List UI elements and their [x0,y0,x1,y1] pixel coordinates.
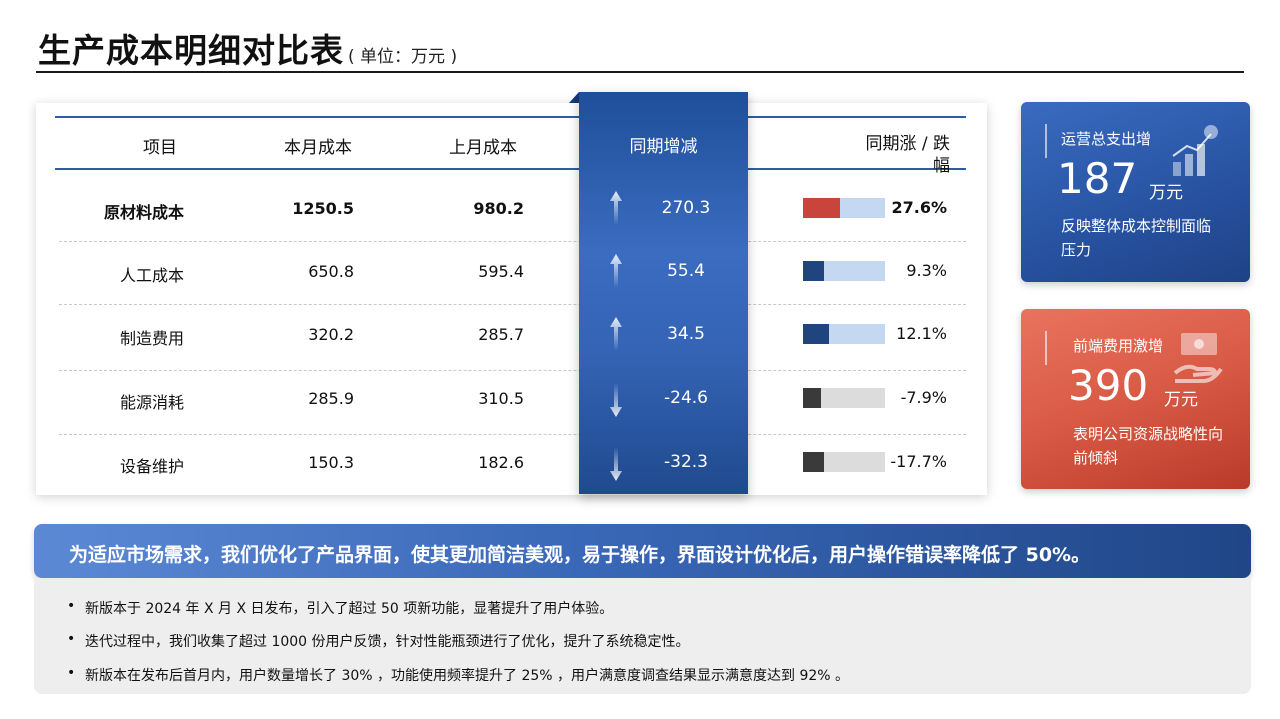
cell-change: 55.4 [667,261,705,281]
cost-table-card: 项目 本月成本 上月成本 同期涨 / 跌 幅 原材料成本 1250.5 980.2 人… [36,103,987,495]
rate-bar-track [803,452,885,472]
cell-rate: -7.9% [900,388,947,407]
arrow-down-icon [610,383,622,417]
rate-bar-track [803,198,885,218]
arrow-up-icon [610,317,622,351]
growth-chart-icon [1172,125,1218,176]
card-value: 187 [1057,154,1138,203]
row-separator [59,434,966,435]
header-previous: 上月成本 [449,138,517,158]
card-description: 表明公司资源战略性向前倾斜 [1073,425,1224,467]
cell-previous: 285.7 [478,325,524,344]
rate-bar-track [803,261,885,281]
rate-bar-fill [803,261,825,281]
bullet-text: 新版本于 2024 年 X 月 X 日发布，引入了超过 50 项新功能，显著提升… [85,601,614,617]
card-label: 前端费用激增 [1073,337,1164,355]
card-accent-bar [1045,124,1047,158]
cell-item: 原材料成本 [104,203,185,222]
bullet-text: 迭代过程中，我们收集了超过 1000 份用户反馈，针对性能瓶颈进行了优化，提升了… [85,634,690,650]
card-label: 运营总支出增 [1061,130,1152,148]
card-accent-bar [1045,331,1047,365]
rate-bar-fill [803,198,840,218]
arrow-down-icon [610,447,622,481]
cell-rate: 12.1% [896,324,947,343]
cell-previous: 182.6 [478,453,524,472]
expense-increase-card: 运营总支出增 187 万元 反映整体成本控制面临压力 [1021,102,1250,282]
cell-change: -32.3 [664,452,708,472]
cell-change: 270.3 [661,198,711,218]
cell-current: 285.9 [308,389,354,408]
page-title: 生产成本明细对比表 [38,31,344,70]
bullet-dot: • [67,631,76,647]
list-item: • 迭代过程中，我们收集了超过 1000 份用户反馈，针对性能瓶颈进行了优化，提升… [67,631,690,651]
bullet-dot: • [67,665,76,681]
change-column-highlight: 同期增减 270.3 55.4 34.5 -24.6 -32.3 [579,92,748,494]
header-rate: 同期涨 / 跌 幅 [865,134,950,176]
card-value: 390 [1068,361,1149,410]
frontend-cost-card: 前端费用激增 390 万元 表明公司资源战略性向前倾斜 [1021,309,1250,489]
card-unit: 万元 [1149,183,1183,203]
rate-bar-fill [803,388,822,408]
cell-change: 34.5 [667,324,705,344]
bullet-text: 新版本在发布后首月内，用户数量增长了 30% ，功能使用频率提升了 25% ，用… [85,668,850,684]
header-top-rule [55,116,966,118]
highlight-notch [569,92,579,103]
card-unit: 万元 [1164,390,1198,410]
bullet-dot: • [67,598,76,614]
cell-current: 1250.5 [292,199,354,218]
unit-note: ( 单位：万元 ) [348,47,458,67]
rate-bar-track [803,324,885,344]
card-description: 反映整体成本控制面临压力 [1061,217,1212,259]
header-bottom-rule [55,168,966,170]
list-item: • 新版本于 2024 年 X 月 X 日发布，引入了超过 50 项新功能，显著提… [67,598,613,618]
cell-previous: 595.4 [478,262,524,281]
cell-previous: 310.5 [478,389,524,408]
money-hand-icon [1173,333,1223,383]
summary-banner: 为适应市场需求，我们优化了产品界面，使其更加简洁美观，易于操作，界面设计优化后，… [34,524,1251,578]
page-title-group: 生产成本明细对比表 ( 单位：万元 ) [38,24,457,72]
cell-current: 320.2 [308,325,354,344]
cell-current: 650.8 [308,262,354,281]
row-separator [59,304,966,305]
header-current: 本月成本 [284,138,352,158]
arrow-up-icon [610,191,622,225]
row-separator [59,241,966,242]
cell-rate: -17.7% [890,452,947,471]
header-item: 项目 [143,138,177,158]
cell-item: 制造费用 [120,329,185,348]
rate-bar-fill [803,452,824,472]
rate-bar-track [803,388,885,408]
list-item: • 新版本在发布后首月内，用户数量增长了 30% ，功能使用频率提升了 25% ，… [67,665,849,685]
banner-text: 为适应市场需求，我们优化了产品界面，使其更加简洁美观，易于操作，界面设计优化后，… [69,544,1091,566]
rate-bar-fill [803,324,830,344]
cell-item: 设备维护 [120,457,185,476]
row-separator [59,370,966,371]
cell-current: 150.3 [308,453,354,472]
cell-item: 人工成本 [120,266,185,285]
arrow-up-icon [610,254,622,288]
title-divider [36,71,1244,73]
cell-rate: 27.6% [891,198,947,217]
cell-change: -24.6 [664,388,708,408]
bullet-list: • 新版本于 2024 年 X 月 X 日发布，引入了超过 50 项新功能，显著提… [34,578,1251,694]
header-change: 同期增减 [629,137,698,157]
cell-rate: 9.3% [906,261,947,280]
cell-item: 能源消耗 [120,393,185,412]
cell-previous: 980.2 [473,199,524,218]
